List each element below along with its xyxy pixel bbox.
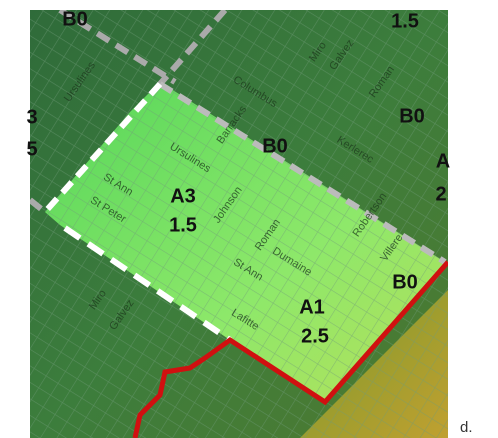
zone-label: A1: [299, 296, 325, 318]
zone-label: 1.5: [391, 10, 419, 32]
zone-label: 2.5: [301, 325, 329, 347]
zone-label: A3: [170, 185, 196, 207]
zone-label: B0: [399, 105, 425, 127]
zone-label: B0: [62, 8, 88, 30]
zone-label: 2: [435, 183, 446, 205]
zone-label: B0: [262, 135, 288, 157]
zone-label: 1.5: [169, 214, 197, 236]
zone-label: 3: [26, 106, 37, 128]
zone-label: 5: [26, 138, 37, 160]
zone-label: B0: [392, 271, 418, 293]
zone-label: A: [436, 150, 450, 172]
caption: d.: [460, 419, 473, 436]
figure: Ursulines Columbus Barracks Ursulines Ke…: [0, 0, 498, 438]
